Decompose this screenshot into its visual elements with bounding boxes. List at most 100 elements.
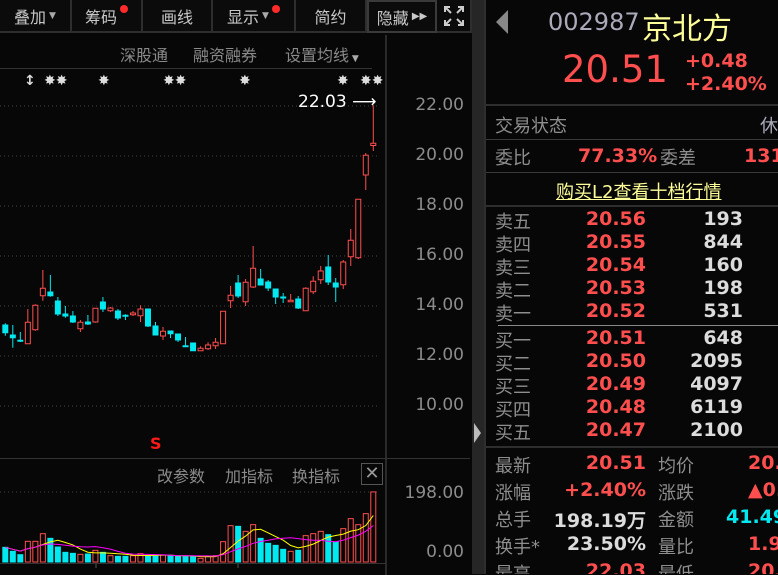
stat-value: 22.03 bbox=[585, 560, 646, 574]
add-indicator-button[interactable]: 加指标 bbox=[225, 467, 274, 486]
order-ratio-label: 委比 bbox=[495, 148, 531, 169]
volume-bar bbox=[340, 528, 347, 563]
candlestick-chart bbox=[0, 105, 380, 407]
candle bbox=[242, 279, 249, 306]
candle bbox=[92, 307, 99, 323]
candle bbox=[220, 310, 227, 345]
price-axis-label: 22.00 bbox=[415, 95, 464, 115]
stat-label: 最新 bbox=[495, 456, 531, 477]
fullscreen-button[interactable] bbox=[437, 0, 472, 33]
candle bbox=[362, 153, 369, 190]
volume-bar bbox=[287, 550, 294, 563]
volume-bar bbox=[47, 537, 54, 563]
price-axis-label: 12.00 bbox=[415, 345, 464, 365]
volume-bar bbox=[69, 552, 76, 563]
overlay-label: 叠加 bbox=[14, 7, 47, 27]
ma-setting-button[interactable]: 设置均线 ▼ bbox=[285, 42, 359, 66]
switch-indicator-button[interactable]: 换指标 bbox=[292, 467, 341, 486]
asks-level-volume: 531 bbox=[703, 300, 743, 322]
candle bbox=[257, 269, 264, 286]
candle bbox=[2, 323, 9, 336]
volume-bar bbox=[107, 555, 114, 563]
hide-button[interactable]: 隐藏 ▶▶ bbox=[367, 0, 437, 33]
buy-l2-link[interactable]: 购买L2查看十档行情 bbox=[556, 182, 722, 203]
edit-params-button[interactable]: 改参数 bbox=[157, 467, 206, 486]
asks-level-price: 20.54 bbox=[585, 254, 646, 276]
candle bbox=[190, 342, 197, 352]
caret-down-icon: ▼ bbox=[262, 10, 269, 21]
draw-label: 画线 bbox=[160, 7, 193, 27]
volume-bar bbox=[17, 554, 24, 563]
trade-status-label: 交易状态 bbox=[495, 116, 567, 137]
chips-button[interactable]: 筹码 bbox=[72, 0, 143, 33]
candle bbox=[99, 297, 106, 312]
volume-bar bbox=[355, 524, 362, 563]
close-indicator-button[interactable]: ✕ bbox=[361, 463, 383, 485]
bids-level-label: 买一 bbox=[495, 331, 531, 352]
volume-bar bbox=[9, 550, 16, 563]
axis-divider bbox=[385, 35, 387, 575]
stat-value: ▲0.4 bbox=[748, 479, 778, 501]
volume-bar bbox=[114, 555, 121, 563]
volume-bar bbox=[137, 553, 144, 563]
event-marker-icon: ✸ bbox=[98, 73, 110, 89]
stat-value: 23.50% bbox=[566, 533, 646, 555]
candle bbox=[197, 346, 204, 352]
volume-bar bbox=[39, 533, 46, 563]
stock-name: 京北方 bbox=[642, 12, 732, 47]
stat-value: +2.40% bbox=[564, 479, 646, 501]
candle bbox=[280, 293, 287, 303]
expand-arrow-icon[interactable] bbox=[474, 423, 481, 443]
asks-level-price: 20.56 bbox=[585, 208, 646, 230]
candle bbox=[325, 255, 332, 285]
volume-bar bbox=[332, 541, 339, 563]
candle bbox=[235, 275, 242, 298]
notification-dot-icon bbox=[120, 4, 128, 13]
price-axis-label: 10.00 bbox=[415, 395, 464, 415]
price-change: +0.48 bbox=[685, 50, 748, 72]
caret-down-icon: ▼ bbox=[49, 10, 56, 21]
price-axis-label: 14.00 bbox=[415, 295, 464, 315]
divider bbox=[0, 563, 386, 564]
volume-bar bbox=[160, 554, 167, 563]
volume-bar bbox=[257, 537, 264, 563]
ma-setting-label: 设置均线 bbox=[285, 46, 350, 65]
simple-label: 简约 bbox=[314, 7, 347, 27]
candle bbox=[370, 105, 377, 151]
candle bbox=[205, 342, 212, 350]
volume-bar bbox=[152, 555, 159, 563]
draw-button[interactable]: 画线 bbox=[143, 0, 213, 33]
asks-level-label: 卖一 bbox=[495, 304, 531, 325]
sell-signal-marker: S bbox=[150, 434, 162, 453]
candle bbox=[160, 327, 167, 340]
event-marker-icon: ✸ bbox=[337, 73, 349, 89]
stat-value: 20.51 bbox=[585, 452, 646, 474]
candle bbox=[227, 286, 234, 308]
bids-level-volume: 6119 bbox=[690, 396, 743, 418]
asks-level-volume: 160 bbox=[703, 254, 743, 276]
display-button[interactable]: 显示 ▼ bbox=[213, 0, 296, 33]
hide-label: 隐藏 bbox=[376, 8, 409, 28]
candle bbox=[310, 276, 317, 294]
bids-level-label: 买二 bbox=[495, 354, 531, 375]
bids-level-label: 买四 bbox=[495, 400, 531, 421]
asks-level-label: 卖二 bbox=[495, 281, 531, 302]
prev-stock-arrow-icon[interactable] bbox=[496, 10, 508, 34]
simple-button[interactable]: 简约 bbox=[296, 0, 367, 33]
divider bbox=[486, 172, 778, 173]
divider bbox=[0, 458, 470, 459]
candle bbox=[272, 288, 279, 304]
overlay-button[interactable]: 叠加 ▼ bbox=[0, 0, 72, 33]
stat-value: 41.49 bbox=[726, 506, 778, 528]
stat-label: 最低 bbox=[658, 560, 694, 574]
margin-trading-button[interactable]: 融资融券 bbox=[193, 46, 258, 65]
chips-label: 筹码 bbox=[84, 7, 117, 27]
volume-bar bbox=[54, 546, 61, 563]
panel-splitter[interactable] bbox=[472, 0, 484, 574]
sgt-button[interactable]: 深股通 bbox=[120, 46, 169, 65]
stat-label: 涨幅 bbox=[495, 483, 531, 504]
order-diff-value: 131. bbox=[744, 145, 778, 167]
candle bbox=[84, 315, 91, 325]
candle bbox=[32, 304, 39, 331]
volume-bar bbox=[347, 518, 354, 563]
